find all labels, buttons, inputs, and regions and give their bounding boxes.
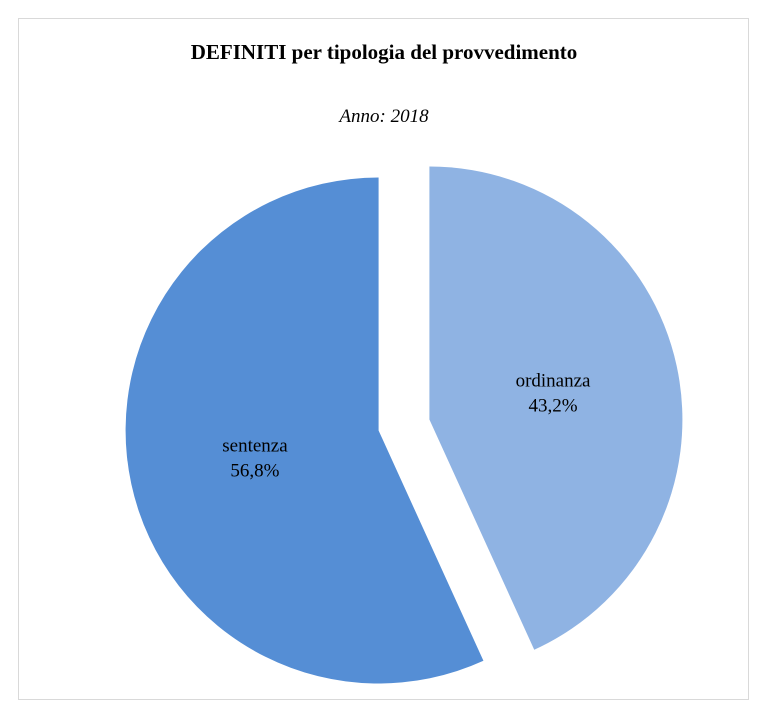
slice-value-sentenza: 56,8% [230, 460, 279, 481]
slice-value-ordinanza: 43,2% [528, 396, 577, 417]
slice-label-sentenza: sentenza [222, 435, 288, 456]
slice-label-ordinanza: ordinanza [516, 371, 591, 392]
chart-subtitle: Anno: 2018 [339, 106, 429, 127]
chart-title: DEFINITI per tipologia del provvedimento [190, 40, 578, 64]
pie-slice-ordinanza [429, 166, 683, 650]
pie-slice-sentenza [125, 177, 484, 684]
